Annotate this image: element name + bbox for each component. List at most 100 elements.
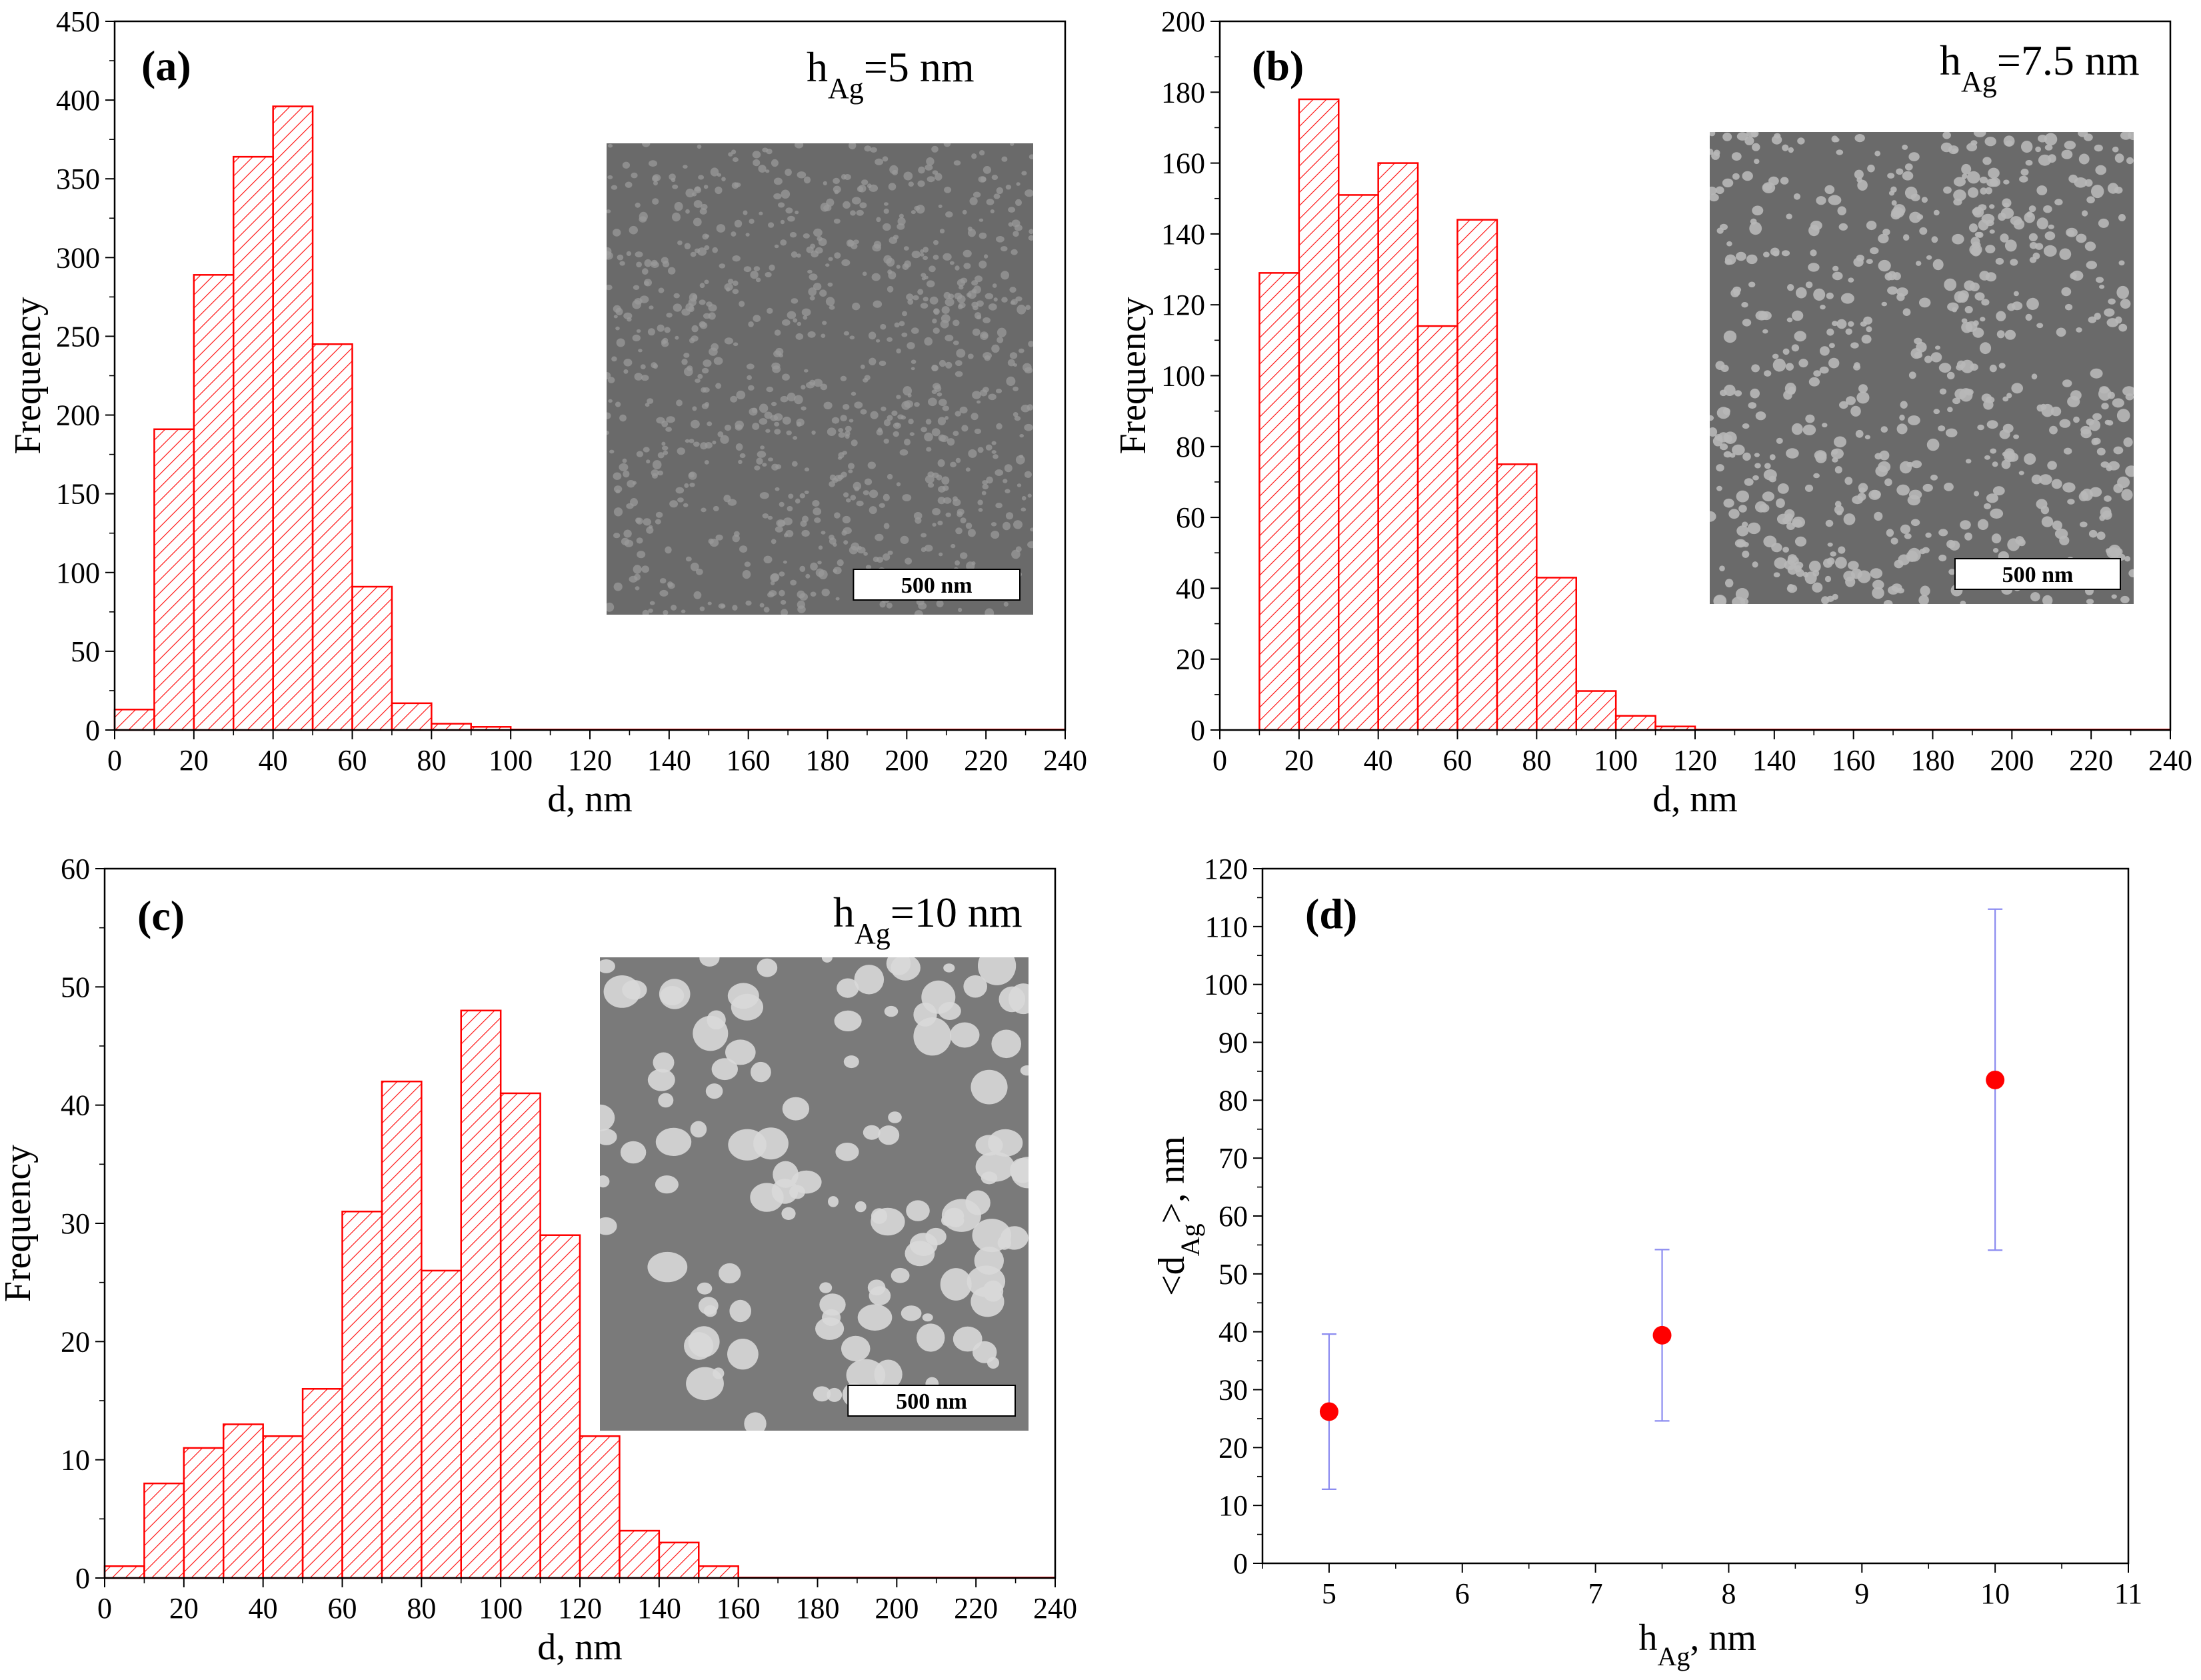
x-tick-label: 7	[1588, 1577, 1603, 1610]
y-tick-label: 0	[1190, 714, 1205, 747]
scale-bar-label: 500 nm	[2002, 563, 2074, 587]
x-axis: 0 20 40 60 80 100 120 140 160 180 200 220 240	[107, 730, 1087, 777]
x-tick-label: 9	[1854, 1577, 1869, 1610]
x-axis: 0 20 40 60 80 100 120 140 160 180 200 220 240	[97, 1578, 1077, 1625]
histogram-bar	[351, 585, 393, 731]
x-tick-label: 40	[259, 744, 288, 777]
y-tick-label: 60	[61, 853, 90, 885]
histogram-bar	[1575, 690, 1617, 731]
histogram-bar	[113, 709, 155, 731]
sem-particles	[1710, 132, 2134, 604]
y-tick-label: 90	[1218, 1027, 1248, 1059]
histogram-bar	[421, 1269, 462, 1579]
sem-particles	[607, 143, 1033, 615]
histogram-bar	[233, 155, 274, 731]
y-tick-label: 200	[56, 399, 100, 432]
histogram-bar	[539, 1234, 581, 1579]
x-tick-label: 60	[1443, 744, 1472, 777]
panel-letter: (a)	[141, 42, 191, 89]
histogram-bar	[272, 105, 314, 731]
histogram-bar	[223, 1423, 264, 1579]
x-tick-label: 160	[1832, 744, 1876, 777]
y-tick-label: 20	[1218, 1431, 1248, 1464]
y-tick-label: 0	[1233, 1547, 1248, 1580]
y-tick-label: 50	[1218, 1258, 1248, 1291]
panel-a-histogram: 500 nm0 20 40 60 80 100 120 140 160 180 200 220 2400…	[7, 5, 1087, 820]
histogram-bar	[143, 1482, 185, 1579]
y-axis: 0 20 40 60 80 100 120 140 160 180 200	[1161, 5, 1220, 747]
histogram-bar	[1298, 98, 1340, 731]
x-tick-label: 240	[1033, 1592, 1077, 1625]
histogram-bar	[153, 428, 195, 731]
histogram-bar	[431, 723, 472, 731]
histogram-bar	[1258, 272, 1300, 731]
sem-background	[607, 143, 1033, 615]
bar-series	[113, 105, 1065, 731]
y-tick-label: 110	[1205, 911, 1248, 943]
y-axis-label: Frequency	[1112, 297, 1154, 454]
plot-frame	[1261, 867, 2130, 1565]
histogram-bar	[311, 343, 353, 731]
histogram-bar	[1456, 219, 1498, 731]
sem-inset-image: 500 nm	[607, 143, 1033, 615]
y-tick-label: 140	[1161, 218, 1205, 251]
y-tick-label: 100	[1161, 360, 1205, 393]
x-tick-label: 180	[1911, 744, 1955, 777]
x-tick-label: 120	[558, 1592, 602, 1625]
x-tick-label: 160	[727, 744, 771, 777]
panel-letter: (d)	[1305, 890, 1357, 937]
y-tick-label: 50	[71, 635, 100, 668]
x-tick-label: 8	[1721, 1577, 1736, 1610]
histogram-bar	[193, 274, 235, 731]
x-axis-label: d, nm	[537, 1627, 623, 1668]
y-tick-label: 20	[1176, 643, 1205, 676]
data-point	[1319, 1402, 1338, 1421]
y-tick-label: 70	[1218, 1142, 1248, 1175]
y-tick-label: 30	[1218, 1374, 1248, 1407]
y-tick-label: 200	[1161, 5, 1205, 38]
x-tick-label: 0	[107, 744, 122, 777]
x-tick-label: 10	[1980, 1577, 2010, 1610]
histogram-bar	[619, 1529, 661, 1579]
histogram-bar	[658, 1541, 700, 1579]
panel-b-histogram: 500 nm0 20 40 60 80 100 120 140 160 180 200 220 2400…	[1112, 5, 2192, 820]
y-tick-label: 450	[56, 5, 100, 38]
x-axis-label: d, nm	[547, 779, 633, 820]
x-tick-label: 120	[568, 744, 612, 777]
x-axis-label: hAg, nm	[1639, 1617, 1756, 1671]
panel-letter: (c)	[137, 892, 185, 939]
y-tick-label: 160	[1161, 147, 1205, 180]
y-tick-label: 120	[1204, 853, 1248, 885]
y-axis: 0 50 100 150 200 250 300 350 400 450	[56, 5, 115, 747]
y-axis-label: Frequency	[7, 297, 49, 454]
histogram-bar	[460, 1009, 502, 1579]
thickness-label: hAg=10 nm	[833, 889, 1023, 950]
panel-letter: (b)	[1252, 42, 1304, 89]
histogram-bar	[391, 702, 433, 731]
histogram-bar	[1377, 162, 1419, 731]
y-axis-label: Frequency	[0, 1145, 39, 1302]
x-tick-label: 100	[489, 744, 533, 777]
y-tick-label: 40	[1218, 1316, 1248, 1349]
histogram-bar	[262, 1435, 304, 1579]
histogram-bar	[1416, 325, 1458, 731]
y-tick-label: 150	[56, 478, 100, 511]
y-tick-label: 80	[1218, 1084, 1248, 1117]
scale-bar-label: 500 nm	[896, 1389, 967, 1414]
histogram-bar	[499, 1092, 541, 1579]
thickness-label: hAg=7.5 nm	[1940, 37, 2140, 98]
histogram-bar	[1338, 194, 1379, 731]
x-tick-label: 140	[637, 1592, 681, 1625]
y-tick-label: 120	[1161, 289, 1205, 321]
x-tick-label: 220	[954, 1592, 998, 1625]
histogram-bar	[1536, 577, 1577, 731]
x-tick-label: 6	[1455, 1577, 1470, 1610]
x-tick-label: 5	[1322, 1577, 1336, 1610]
x-tick-label: 120	[1673, 744, 1717, 777]
sem-particles	[600, 957, 1029, 1431]
x-tick-label: 80	[1522, 744, 1551, 777]
y-tick-label: 40	[61, 1089, 90, 1122]
y-axis-label: <dAg>, nm	[1151, 1136, 1205, 1296]
histogram-bar	[698, 1565, 739, 1579]
